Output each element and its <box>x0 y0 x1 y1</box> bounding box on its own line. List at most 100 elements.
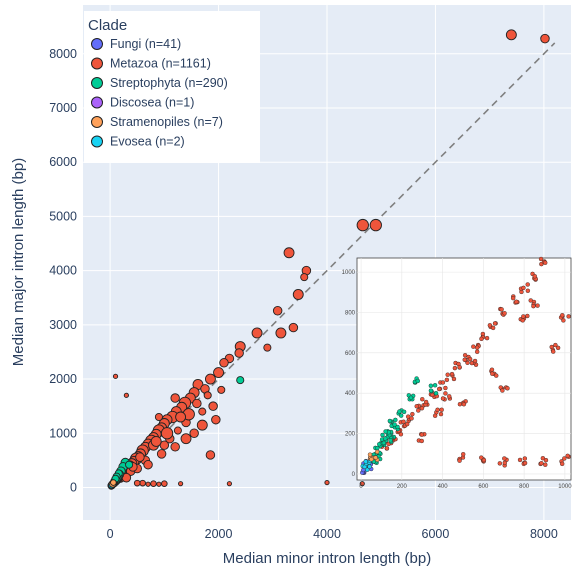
inset-point-metazoa <box>444 377 450 383</box>
inset-point-streptophyta <box>383 436 388 441</box>
y-tick-label: 2000 <box>49 372 77 386</box>
inset-point-evosea <box>365 467 370 472</box>
inset-point-metazoa <box>543 260 548 265</box>
legend-entry-label: Fungi (n=41) <box>110 37 181 51</box>
inset-point-metazoa <box>559 461 565 467</box>
inset-point-metazoa <box>489 367 495 372</box>
y-tick-label: 5000 <box>49 209 77 223</box>
inset-point-metazoa <box>409 416 414 421</box>
inset-point-metazoa <box>457 365 462 370</box>
inset-x-tick: 800 <box>519 484 530 490</box>
inset-point-stramenopiles <box>369 457 374 462</box>
point-metazoa <box>208 401 218 411</box>
inset-point-metazoa <box>521 285 526 291</box>
y-tick-label: 0 <box>70 480 77 494</box>
legend-marker <box>91 57 103 70</box>
point-metazoa <box>211 414 221 425</box>
inset-point-metazoa <box>522 460 528 466</box>
inset-point-metazoa <box>514 299 519 304</box>
x-tick-label: 4000 <box>313 527 341 541</box>
inset-point-metazoa <box>500 388 505 393</box>
inset-point-evosea <box>367 464 372 469</box>
point-metazoa <box>150 435 162 447</box>
inset-point-metazoa <box>510 295 516 301</box>
inset-point-metazoa <box>555 345 561 351</box>
inset-point-metazoa <box>525 288 531 293</box>
inset-point-metazoa <box>522 456 528 461</box>
point-metazoa <box>139 479 146 487</box>
inset-point-streptophyta <box>433 391 439 396</box>
legend-marker <box>91 38 103 50</box>
inset-y-tick: 800 <box>345 310 356 316</box>
point-metazoa <box>135 452 145 462</box>
inset-point-streptophyta <box>387 418 393 424</box>
inset-point-metazoa <box>436 386 442 392</box>
inset-y-tick: 600 <box>345 351 356 357</box>
inset-point-metazoa <box>490 325 496 331</box>
point-metazoa <box>288 322 299 333</box>
inset-point-metazoa <box>467 356 473 362</box>
inset-point-metazoa <box>445 372 450 377</box>
x-tick-labels: 0 2000 4000 6000 8000 <box>107 527 558 541</box>
point-metazoa <box>170 393 180 403</box>
point-metazoa <box>263 343 272 352</box>
inset-point-metazoa <box>517 457 523 463</box>
legend-entry-label: Streptophyta (n=290) <box>110 76 228 90</box>
inset-point-metazoa <box>419 406 425 411</box>
inset-point-metazoa <box>461 402 467 407</box>
inset-point-metazoa <box>439 407 444 412</box>
x-tick-label: 8000 <box>530 527 558 541</box>
point-metazoa <box>203 391 212 400</box>
inset-plot: 0 200 400 600 800 1000 0 200 400 600 800 1000 <box>342 256 572 490</box>
inset-point-metazoa <box>499 307 504 312</box>
inset-point-streptophyta <box>383 429 388 434</box>
inset-point-metazoa <box>535 303 540 308</box>
inset-point-streptophyta <box>395 424 400 430</box>
inset-x-tick: 200 <box>397 484 408 490</box>
legend-entry-label: Discosea (n=1) <box>110 96 194 110</box>
point-metazoa <box>145 481 151 487</box>
inset-point-metazoa <box>440 380 446 385</box>
legend-entry-label: Metazoa (n=1161) <box>110 57 211 71</box>
point-metazoa <box>292 289 304 300</box>
inset-point-metazoa <box>502 460 508 466</box>
inset-point-metazoa <box>416 408 421 413</box>
legend-marker <box>91 135 103 148</box>
point-metazoa <box>540 33 550 44</box>
point-metazoa <box>205 450 216 460</box>
point-metazoa <box>217 385 226 394</box>
point-metazoa <box>170 442 180 452</box>
inset-point-metazoa <box>469 360 475 366</box>
point-metazoa <box>192 398 202 409</box>
inset-point-streptophyta <box>398 413 404 418</box>
inset-frame <box>356 257 572 481</box>
inset-point-metazoa <box>447 394 452 399</box>
y-tick-label: 7000 <box>49 101 77 115</box>
inset-point-metazoa <box>384 446 390 451</box>
inset-point-metazoa <box>404 421 410 427</box>
x-tick-label: 2000 <box>205 527 233 541</box>
inset-point-streptophyta <box>393 417 398 423</box>
inset-point-metazoa <box>419 432 425 437</box>
inset-point-metazoa <box>457 458 462 463</box>
point-metazoa <box>275 327 287 339</box>
y-tick-labels: 0 1000 2000 3000 4000 5000 6000 7000 8000 <box>49 47 77 495</box>
point-metazoa <box>156 449 167 459</box>
point-metazoa <box>324 480 330 486</box>
legend-entry-label: Evosea (n=2) <box>110 135 185 149</box>
inset-point-streptophyta <box>388 438 393 443</box>
point-metazoa <box>112 373 119 379</box>
inset-point-metazoa <box>432 413 438 418</box>
legend-marker <box>91 116 103 128</box>
inset-point-metazoa <box>565 453 570 459</box>
inset-point-metazoa <box>566 314 571 319</box>
inset-point-stramenopiles <box>367 452 373 457</box>
x-tick-label: 6000 <box>422 527 450 541</box>
legend-marker <box>91 77 103 89</box>
inset-point-metazoa <box>414 404 419 409</box>
inset-point-streptophyta <box>401 409 407 415</box>
diagonal-line <box>109 42 556 489</box>
point-metazoa <box>359 481 365 487</box>
point-metazoa <box>204 373 216 385</box>
inset-point-metazoa <box>502 456 507 461</box>
